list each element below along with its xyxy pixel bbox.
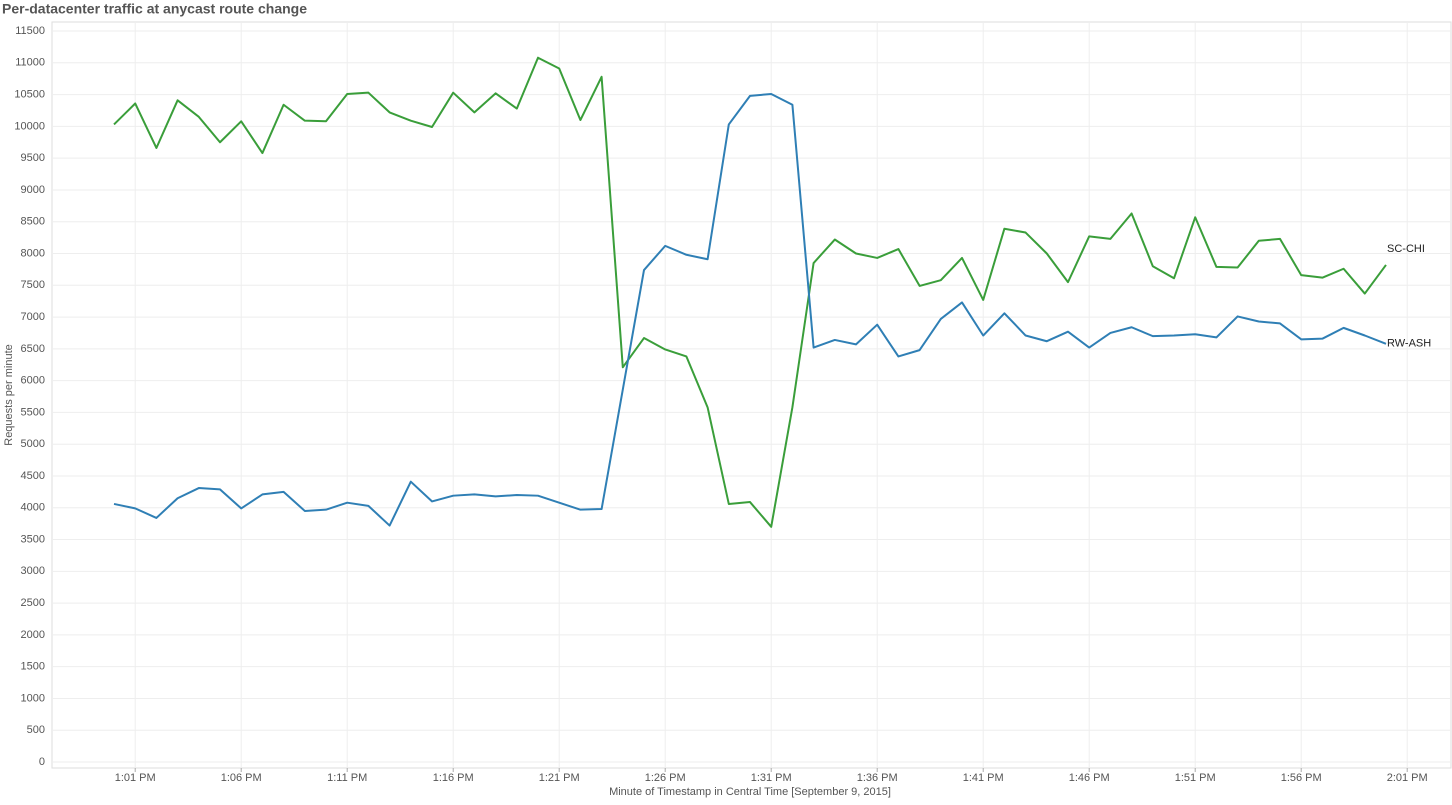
x-tick-label: 1:16 PM — [433, 772, 474, 784]
y-tick-label: 11500 — [15, 25, 45, 37]
x-tick-label: 1:51 PM — [1175, 772, 1216, 784]
y-tick-label: 9500 — [21, 152, 45, 164]
y-tick-label: 10000 — [14, 120, 45, 132]
x-tick-label: 1:31 PM — [751, 772, 792, 784]
series-line — [113, 92, 1387, 527]
y-tick-label: 1500 — [21, 661, 45, 673]
x-tick-label: 1:56 PM — [1281, 772, 1322, 784]
y-tick-label: 3000 — [21, 565, 45, 577]
y-tick-label: 7500 — [21, 279, 45, 291]
y-tick-label: 11000 — [15, 57, 45, 69]
y-tick-label: 7000 — [21, 311, 45, 323]
y-tick-label: 8500 — [21, 216, 45, 228]
x-tick-label: 1:41 PM — [963, 772, 1004, 784]
series-label: RW-ASH — [1387, 338, 1431, 350]
y-tick-label: 2000 — [21, 629, 45, 641]
y-tick-label: 4000 — [21, 502, 45, 514]
x-tick-label: 1:01 PM — [115, 772, 156, 784]
chart-title: Per-datacenter traffic at anycast route … — [2, 1, 307, 17]
y-tick-label: 10500 — [14, 88, 45, 100]
y-tick-label: 0 — [39, 756, 45, 768]
y-tick-label: 1000 — [21, 692, 45, 704]
y-tick-label: 5000 — [21, 438, 45, 450]
plot-frame — [51, 21, 1452, 769]
x-tick-label: 1:06 PM — [221, 772, 262, 784]
series-label: SC-CHI — [1387, 243, 1425, 255]
x-tick-label: 1:26 PM — [645, 772, 686, 784]
x-tick-label: 1:21 PM — [539, 772, 580, 784]
y-tick-label: 4500 — [21, 470, 45, 482]
y-tick-label: 6000 — [21, 375, 45, 387]
x-tick-label: 1:46 PM — [1069, 772, 1110, 784]
y-axis-title: Requests per minute — [3, 344, 15, 446]
x-tick-label: 1:36 PM — [857, 772, 898, 784]
y-tick-label: 8000 — [21, 247, 45, 259]
x-axis-title: Minute of Timestamp in Central Time [Sep… — [609, 786, 891, 798]
y-tick-label: 6500 — [21, 343, 45, 355]
y-tick-label: 2500 — [21, 597, 45, 609]
y-tick-label: 500 — [27, 724, 45, 736]
y-tick-label: 9000 — [21, 184, 45, 196]
x-tick-label: 2:01 PM — [1387, 772, 1428, 784]
series-line — [113, 56, 1387, 528]
x-tick-label: 1:11 PM — [327, 772, 367, 784]
y-tick-label: 3500 — [21, 533, 45, 545]
y-tick-label: 5500 — [21, 406, 45, 418]
